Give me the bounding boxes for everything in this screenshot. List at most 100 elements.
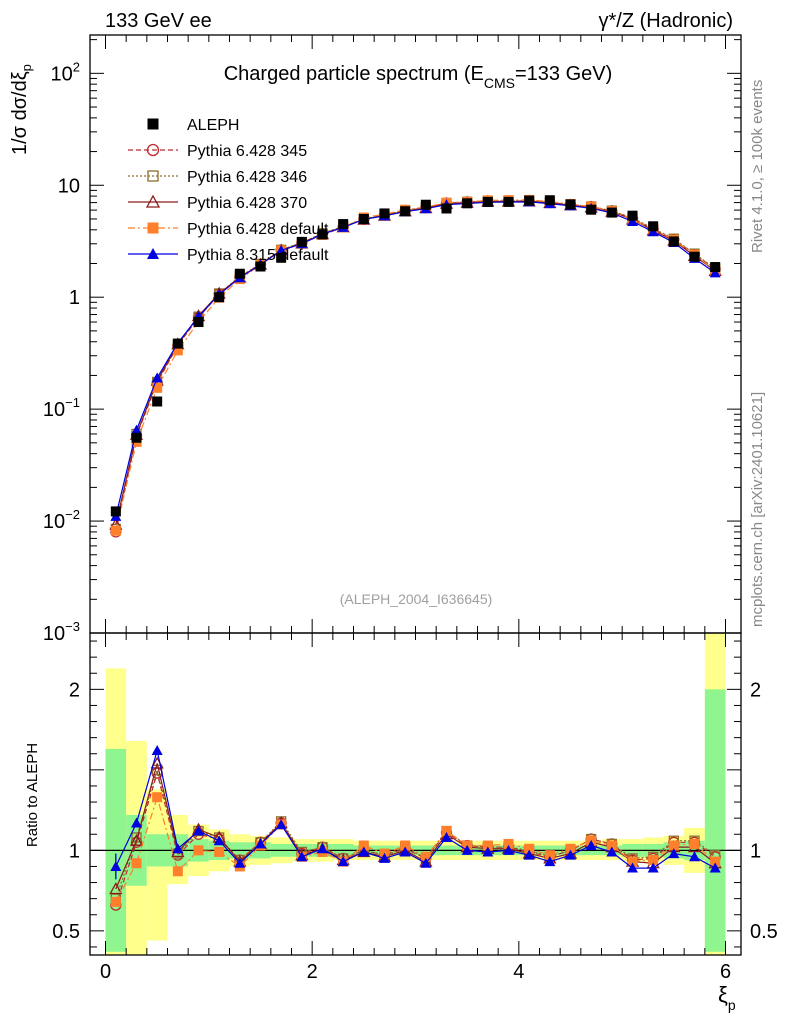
data-point — [627, 862, 638, 873]
data-point — [482, 196, 493, 207]
data-point — [544, 856, 556, 867]
data-point — [648, 221, 659, 232]
data-point — [151, 372, 163, 383]
legend-label: Pythia 8.315 default — [187, 247, 329, 264]
main-plot-title-sub: CMS — [484, 75, 515, 91]
data-point — [420, 851, 431, 862]
x-tick-label: 2 — [307, 961, 318, 983]
ratio-plot-series — [90, 745, 741, 911]
data-point — [668, 848, 680, 859]
data-point — [503, 196, 514, 207]
legend-label: Pythia 6.428 346 — [187, 169, 307, 186]
data-point — [172, 843, 184, 854]
data-point — [400, 206, 411, 217]
data-point — [131, 432, 142, 443]
main-y-axis-label: 1/σ dσ/dξp — [9, 64, 34, 155]
data-point — [648, 855, 659, 866]
data-point — [627, 210, 638, 221]
data-point — [172, 338, 183, 349]
data-point — [296, 236, 307, 247]
y-tick-label: 10−3 — [43, 619, 80, 645]
main-plot-title-main: Charged particle spectrum (E — [224, 63, 484, 85]
data-point — [606, 846, 618, 857]
legend-label: Pythia 6.428 370 — [187, 195, 307, 212]
data-point — [296, 851, 308, 862]
data-point — [523, 849, 535, 860]
data-point — [234, 857, 246, 868]
legend-entry: Pythia 6.428 346 — [128, 169, 307, 186]
data-point — [109, 882, 123, 895]
data-point — [647, 862, 659, 873]
data-point — [172, 345, 183, 356]
data-point — [151, 745, 163, 756]
data-point — [441, 203, 452, 214]
header-right-label: γ*/Z (Hadronic) — [599, 10, 733, 32]
data-point — [152, 382, 163, 393]
y-tick-label-exponent: 2 — [73, 59, 80, 74]
legend: ALEPH Pythia 6.428 345 Pythia 6.428 346 Pyt… — [128, 117, 329, 264]
data-point — [689, 838, 700, 849]
main-plot-series — [109, 194, 722, 538]
legend-entry: Pythia 6.428 345 — [128, 143, 307, 160]
data-point — [606, 840, 617, 851]
x-axis-label: ξp — [718, 982, 736, 1013]
legend-marker — [145, 194, 161, 208]
stat-uncertainty-band — [704, 689, 726, 952]
main-plot-title-end: =133 GeV) — [515, 63, 612, 85]
y-tick-label-base: 10 — [51, 63, 73, 85]
data-point — [627, 856, 638, 867]
data-point — [689, 251, 700, 262]
legend-label: Pythia 6.428 default — [187, 221, 329, 238]
y-tick-label: 1 — [69, 287, 80, 309]
data-point — [317, 843, 328, 854]
data-point — [213, 835, 225, 846]
mcplots-label: mcplots.cern.ch [arXiv:2401.10621] — [749, 392, 766, 627]
data-point — [358, 840, 369, 851]
y-tick-label: 10 — [58, 175, 80, 197]
data-point — [482, 846, 494, 857]
legend-entry: Pythia 8.315 default — [128, 247, 329, 264]
data-point — [586, 204, 597, 215]
main-plot-title: Charged particle spectrum (ECMS=133 GeV) — [224, 63, 613, 91]
data-point — [172, 866, 183, 877]
ratio-y-axis-label: Ratio to ALEPH — [24, 743, 41, 847]
legend-label: ALEPH — [187, 117, 239, 134]
ratio-y-tick-label: 2 — [69, 679, 80, 701]
y-tick-label-exponent: −1 — [65, 395, 80, 410]
data-point — [152, 792, 163, 803]
ratio-y-tick-label-right: 0.5 — [750, 921, 778, 943]
data-point — [358, 846, 370, 857]
x-tick-label: 6 — [720, 961, 731, 983]
data-point — [565, 843, 576, 854]
data-point — [338, 219, 349, 230]
x-axis-label-sub: p — [728, 997, 736, 1013]
data-point — [131, 817, 142, 828]
data-point — [420, 857, 432, 868]
data-point — [131, 424, 142, 435]
series-pythia-8-315-default — [110, 196, 721, 521]
data-point — [110, 896, 121, 907]
series-pythia-8-315-default — [110, 745, 721, 873]
data-point — [420, 199, 431, 210]
ratio-y-tick-label: 0.5 — [52, 921, 80, 943]
legend-marker — [147, 170, 159, 182]
data-point — [337, 856, 349, 867]
data-point — [255, 838, 266, 849]
y-tick-label-base: 10 — [43, 399, 65, 421]
data-point — [709, 862, 721, 873]
data-point — [668, 840, 679, 851]
data-point — [255, 261, 266, 272]
data-point — [214, 846, 225, 857]
data-point — [129, 833, 144, 846]
legend-entry: ALEPH — [147, 117, 239, 134]
series-aleph — [110, 195, 721, 517]
data-point — [689, 851, 700, 862]
y-tick-label: 102 — [51, 59, 80, 85]
data-point — [379, 208, 390, 219]
header-left-label: 133 GeV ee — [105, 10, 212, 32]
legend-marker — [147, 248, 159, 259]
analysis-watermark: (ALEPH_2004_I636645) — [340, 591, 493, 607]
x-tick-label: 0 — [100, 961, 111, 983]
